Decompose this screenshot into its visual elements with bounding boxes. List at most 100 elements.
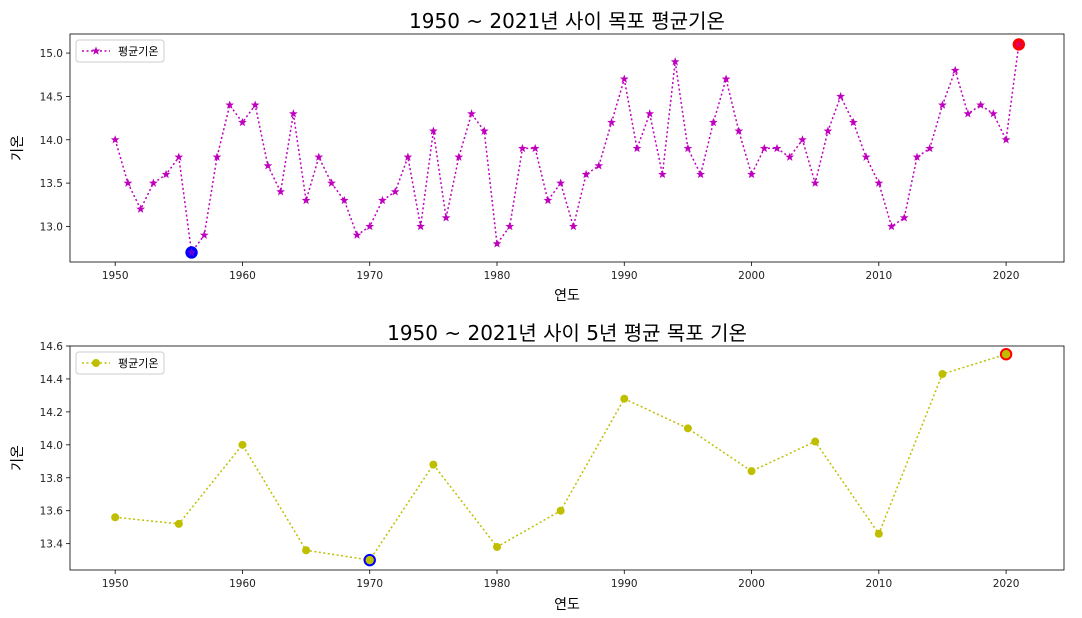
x-tick-label: 1950 <box>102 578 129 590</box>
data-point <box>683 143 693 153</box>
data-point <box>301 195 311 205</box>
data-point <box>785 152 795 161</box>
x-tick-label: 1980 <box>484 270 511 282</box>
y-tick-label: 14.2 <box>40 407 63 419</box>
series-line <box>114 44 1020 255</box>
data-point <box>441 213 451 222</box>
chart-1: 1950 ~ 2021년 사이 목포 평균기온 1950 1960 1970 1980 1… <box>10 9 1065 304</box>
data-point <box>429 460 438 469</box>
x-tick-label: 2010 <box>865 270 892 282</box>
x-tick-label: 2020 <box>993 578 1020 590</box>
x-tick-label: 1990 <box>611 270 638 282</box>
y-tick-label: 14.6 <box>40 341 64 353</box>
data-point <box>174 152 184 161</box>
data-point <box>225 100 235 109</box>
legend-marker <box>92 359 100 367</box>
x-tick-label: 1960 <box>229 270 256 282</box>
data-point <box>607 117 616 127</box>
x-tick-label: 1990 <box>611 578 638 590</box>
data-point <box>810 178 820 187</box>
data-point <box>276 187 286 196</box>
data-point <box>988 109 998 118</box>
x-tick-label: 2000 <box>738 270 765 282</box>
x-tick-label: 1950 <box>102 270 129 282</box>
y-axis-label: 기온 <box>10 135 26 161</box>
data-point <box>747 467 756 476</box>
x-tick-label: 2010 <box>865 578 892 590</box>
data-point <box>887 221 896 231</box>
data-point <box>505 221 515 231</box>
x-axis-label: 연도 <box>554 288 580 304</box>
data-point <box>479 126 489 135</box>
data-point <box>568 221 578 231</box>
y-tick-label: 15.0 <box>40 48 63 60</box>
data-point <box>708 117 718 127</box>
data-point <box>161 169 171 179</box>
x-tick-label: 1960 <box>229 578 256 590</box>
data-point <box>581 169 591 179</box>
data-point <box>530 143 540 153</box>
data-point <box>327 178 336 187</box>
data-point <box>938 100 947 109</box>
x-tick-label: 2000 <box>738 578 765 590</box>
data-point <box>238 440 247 449</box>
data-point <box>721 74 731 83</box>
legend-label: 평균기온 <box>118 357 158 370</box>
x-tick-label: 2020 <box>993 270 1020 282</box>
legend-marker <box>91 46 101 55</box>
series-line <box>115 353 1007 561</box>
data-point <box>238 117 247 127</box>
data-point <box>848 117 858 127</box>
data-point <box>148 178 158 187</box>
y-tick-label: 13.0 <box>40 221 63 233</box>
data-point <box>518 143 527 153</box>
data-point <box>543 195 553 205</box>
data-point <box>314 152 324 161</box>
plot-area <box>69 33 1065 263</box>
data-point <box>619 74 629 83</box>
data-point <box>658 169 667 179</box>
data-point <box>454 152 464 161</box>
data-point <box>556 506 565 515</box>
data-point <box>493 542 501 551</box>
data-point <box>339 195 349 205</box>
highlight-min-marker <box>187 247 196 257</box>
data-point <box>288 109 298 118</box>
highlight-max-point <box>999 348 1013 361</box>
y-tick-label: 14.5 <box>40 91 63 103</box>
data-point <box>110 135 120 144</box>
data-point <box>390 187 400 196</box>
data-point <box>811 437 820 446</box>
data-point <box>1001 135 1011 144</box>
data-point <box>467 109 476 118</box>
y-axis-label: 기온 <box>10 445 26 471</box>
data-point <box>365 221 375 231</box>
y-tick-label: 13.8 <box>40 473 63 485</box>
data-point <box>899 213 909 222</box>
y-tick-label: 13.4 <box>40 539 64 551</box>
x-tick-label: 1970 <box>356 578 383 590</box>
data-point <box>263 161 273 170</box>
x-axis-label: 연도 <box>554 597 580 613</box>
data-point <box>836 91 846 101</box>
highlight-min-point <box>363 553 376 567</box>
data-point <box>874 178 884 187</box>
data-point <box>352 230 362 239</box>
data-point <box>199 230 209 239</box>
data-point <box>798 135 807 144</box>
data-point <box>772 143 782 153</box>
x-tick-label: 1970 <box>356 270 383 282</box>
legend-box <box>75 39 165 63</box>
data-point <box>632 143 642 153</box>
y-tick-label: 14.0 <box>40 440 63 452</box>
data-point <box>683 424 692 433</box>
data-point <box>950 65 960 75</box>
data-point <box>250 100 260 109</box>
data-point <box>136 204 146 213</box>
data-point <box>123 178 133 187</box>
y-tick-label: 14.4 <box>40 374 64 386</box>
data-point <box>428 126 438 135</box>
data-point <box>212 152 222 161</box>
data-point <box>403 152 413 161</box>
